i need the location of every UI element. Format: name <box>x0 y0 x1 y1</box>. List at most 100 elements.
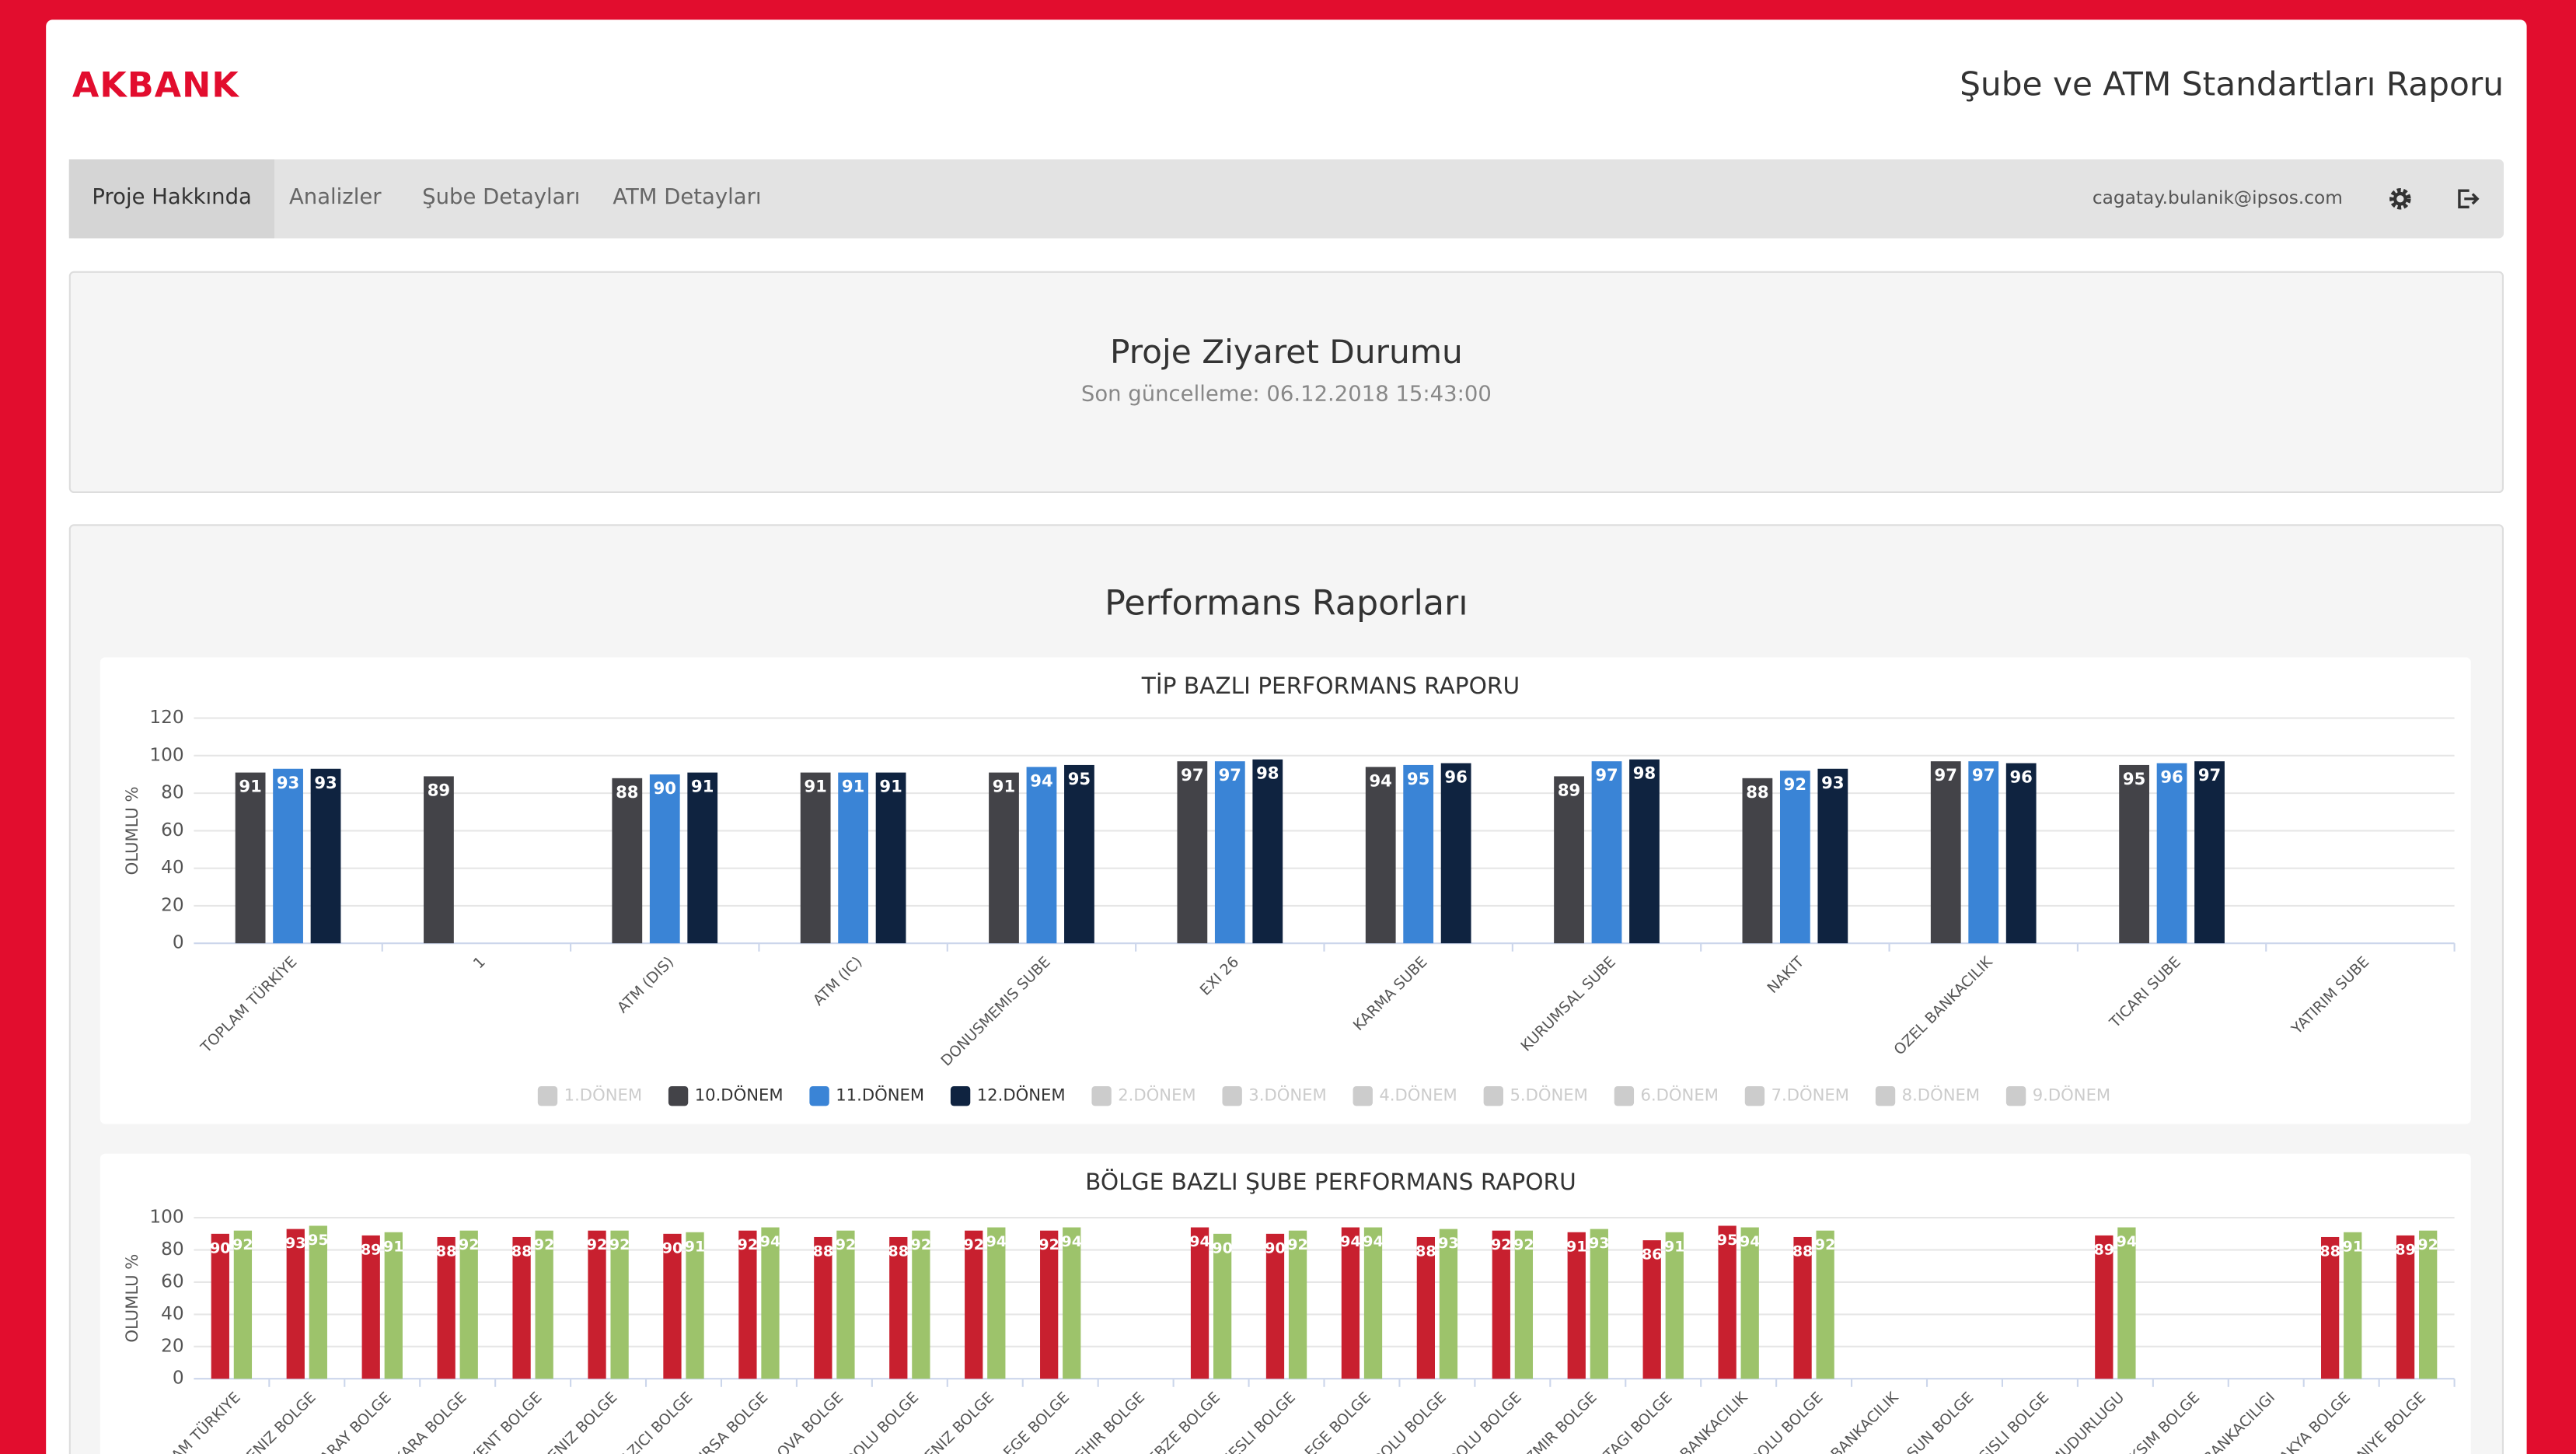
nav-bar: Proje Hakkında Analizler Şube Detayları … <box>68 159 2504 239</box>
bar <box>588 1230 606 1379</box>
data-label: 86 <box>1642 1246 1662 1264</box>
bar <box>1026 767 1057 944</box>
x-tick-label: ANIYE BOLGE <box>2347 1389 2429 1454</box>
x-tick-label: EGE BOLGE <box>1000 1389 1073 1454</box>
data-label: 91 <box>879 777 902 796</box>
bar <box>800 772 831 944</box>
data-label: 93 <box>314 773 337 792</box>
x-tick-label: NESLI BOLGE <box>1218 1389 1299 1454</box>
bar <box>233 1230 253 1379</box>
legend-swatch <box>668 1086 689 1106</box>
data-label: 92 <box>609 1236 630 1253</box>
data-label: 97 <box>1972 765 1995 785</box>
x-tick-label: SUN BOLGE <box>1904 1389 1977 1454</box>
bar <box>738 1230 757 1379</box>
bar <box>459 1230 478 1379</box>
data-label: 95 <box>1407 769 1429 788</box>
bar <box>535 1230 553 1379</box>
bar <box>1591 761 1622 944</box>
data-label: 91 <box>2342 1238 2362 1255</box>
y-tick-label: 60 <box>161 820 184 841</box>
data-label: 98 <box>1256 764 1279 783</box>
data-label: 95 <box>2123 769 2145 788</box>
bar <box>2396 1235 2415 1379</box>
data-label: 93 <box>285 1235 305 1252</box>
user-email[interactable]: cagatay.bulanik@ipsos.com <box>2092 187 2343 209</box>
legend-label[interactable]: 12.DÖNEM <box>977 1085 1066 1105</box>
data-label: 98 <box>1633 764 1656 783</box>
data-label: 94 <box>1062 1233 1082 1250</box>
x-tick-label: TICARI SUBE <box>2106 953 2184 1032</box>
data-label: 94 <box>1340 1233 1360 1250</box>
legend-swatch <box>1091 1086 1112 1106</box>
x-tick-label: DONUSMEMIS SUBE <box>937 953 1054 1070</box>
x-tick-label: DENIZ BOLGE <box>236 1389 319 1454</box>
x-tick-label: OZEL BANKACILIK <box>1890 953 1996 1059</box>
bar <box>1816 1230 1834 1379</box>
x-tick-label: KENT BOLGE <box>466 1389 545 1454</box>
y-tick-label: 0 <box>173 1368 184 1389</box>
nav-item[interactable]: Şube Detayları <box>422 185 581 211</box>
data-label: 92 <box>2417 1236 2438 1253</box>
bar <box>1214 761 1245 944</box>
legend-label[interactable]: 2.DÖNEM <box>1118 1085 1196 1105</box>
legend-swatch <box>1353 1086 1373 1106</box>
legend-label[interactable]: 11.DÖNEM <box>836 1085 924 1105</box>
data-label: 91 <box>1566 1238 1586 1255</box>
bar <box>2005 763 2037 944</box>
nav-item[interactable]: Analizler <box>288 185 382 211</box>
y-axis-label: OLUMLU % <box>122 786 141 875</box>
bar <box>2156 763 2187 944</box>
logo[interactable]: AKBANK <box>72 65 239 106</box>
bar <box>273 768 303 944</box>
bar <box>424 776 454 944</box>
settings-icon[interactable] <box>2387 186 2414 212</box>
x-tick-label: BANKACILIK <box>1677 1389 1751 1454</box>
data-label: 88 <box>616 782 638 802</box>
x-tick-label: ATM (DIS) <box>614 953 677 1016</box>
legend-label[interactable]: 10.DÖNEM <box>695 1085 784 1105</box>
bar <box>1265 1233 1285 1379</box>
logout-icon[interactable] <box>2455 186 2481 212</box>
legend-label[interactable]: 8.DÖNEM <box>1902 1085 1980 1105</box>
data-label: 88 <box>1415 1243 1436 1260</box>
bar <box>1793 1236 1812 1379</box>
bar <box>1403 764 1434 944</box>
bar <box>1590 1229 1608 1379</box>
bar <box>1554 776 1584 944</box>
legend-label[interactable]: 9.DÖNEM <box>2033 1085 2110 1105</box>
bar <box>235 772 266 944</box>
data-label: 92 <box>963 1236 983 1253</box>
bar <box>687 772 718 944</box>
bar <box>309 1225 327 1379</box>
bar <box>1567 1232 1586 1379</box>
bar <box>989 772 1019 944</box>
data-label: 91 <box>993 777 1015 796</box>
nav-item[interactable]: Proje Hakkında <box>68 159 275 239</box>
data-label: 96 <box>2009 767 2032 787</box>
legend-label[interactable]: 1.DÖNEM <box>564 1085 642 1105</box>
legend-label[interactable]: 7.DÖNEM <box>1771 1085 1849 1105</box>
data-label: 95 <box>1068 769 1091 788</box>
legend-swatch <box>1875 1086 1896 1106</box>
x-tick-label: KURUMSAL SUBE <box>1517 953 1618 1054</box>
bar <box>2419 1230 2438 1379</box>
legend-label[interactable]: 3.DÖNEM <box>1248 1085 1326 1105</box>
x-tick-label: KARMA SUBE <box>1350 953 1431 1034</box>
legend-label[interactable]: 4.DÖNEM <box>1379 1085 1457 1105</box>
chart-card: TİP BAZLI PERFORMANS RAPORU OLUMLU % 0 20 40… <box>99 657 2471 1124</box>
bar <box>437 1236 456 1379</box>
x-tick-label: TOPLAM TÜRKİYE <box>197 952 301 1057</box>
bar <box>1930 761 1961 944</box>
y-tick-label: 80 <box>161 782 184 803</box>
legend-label[interactable]: 5.DÖNEM <box>1510 1085 1587 1105</box>
nav-item[interactable]: ATM Detayları <box>613 185 762 211</box>
x-tick-label: EBZE BOLGE <box>1145 1389 1223 1454</box>
data-label: 88 <box>1746 782 1768 802</box>
data-label: 88 <box>2319 1243 2340 1260</box>
chart: BÖLGE BAZLI ŞUBE PERFORMANS RAPORU OLUMLU… <box>122 1168 2456 1454</box>
bar <box>1740 1227 1759 1379</box>
legend-label[interactable]: 6.DÖNEM <box>1641 1085 1719 1105</box>
